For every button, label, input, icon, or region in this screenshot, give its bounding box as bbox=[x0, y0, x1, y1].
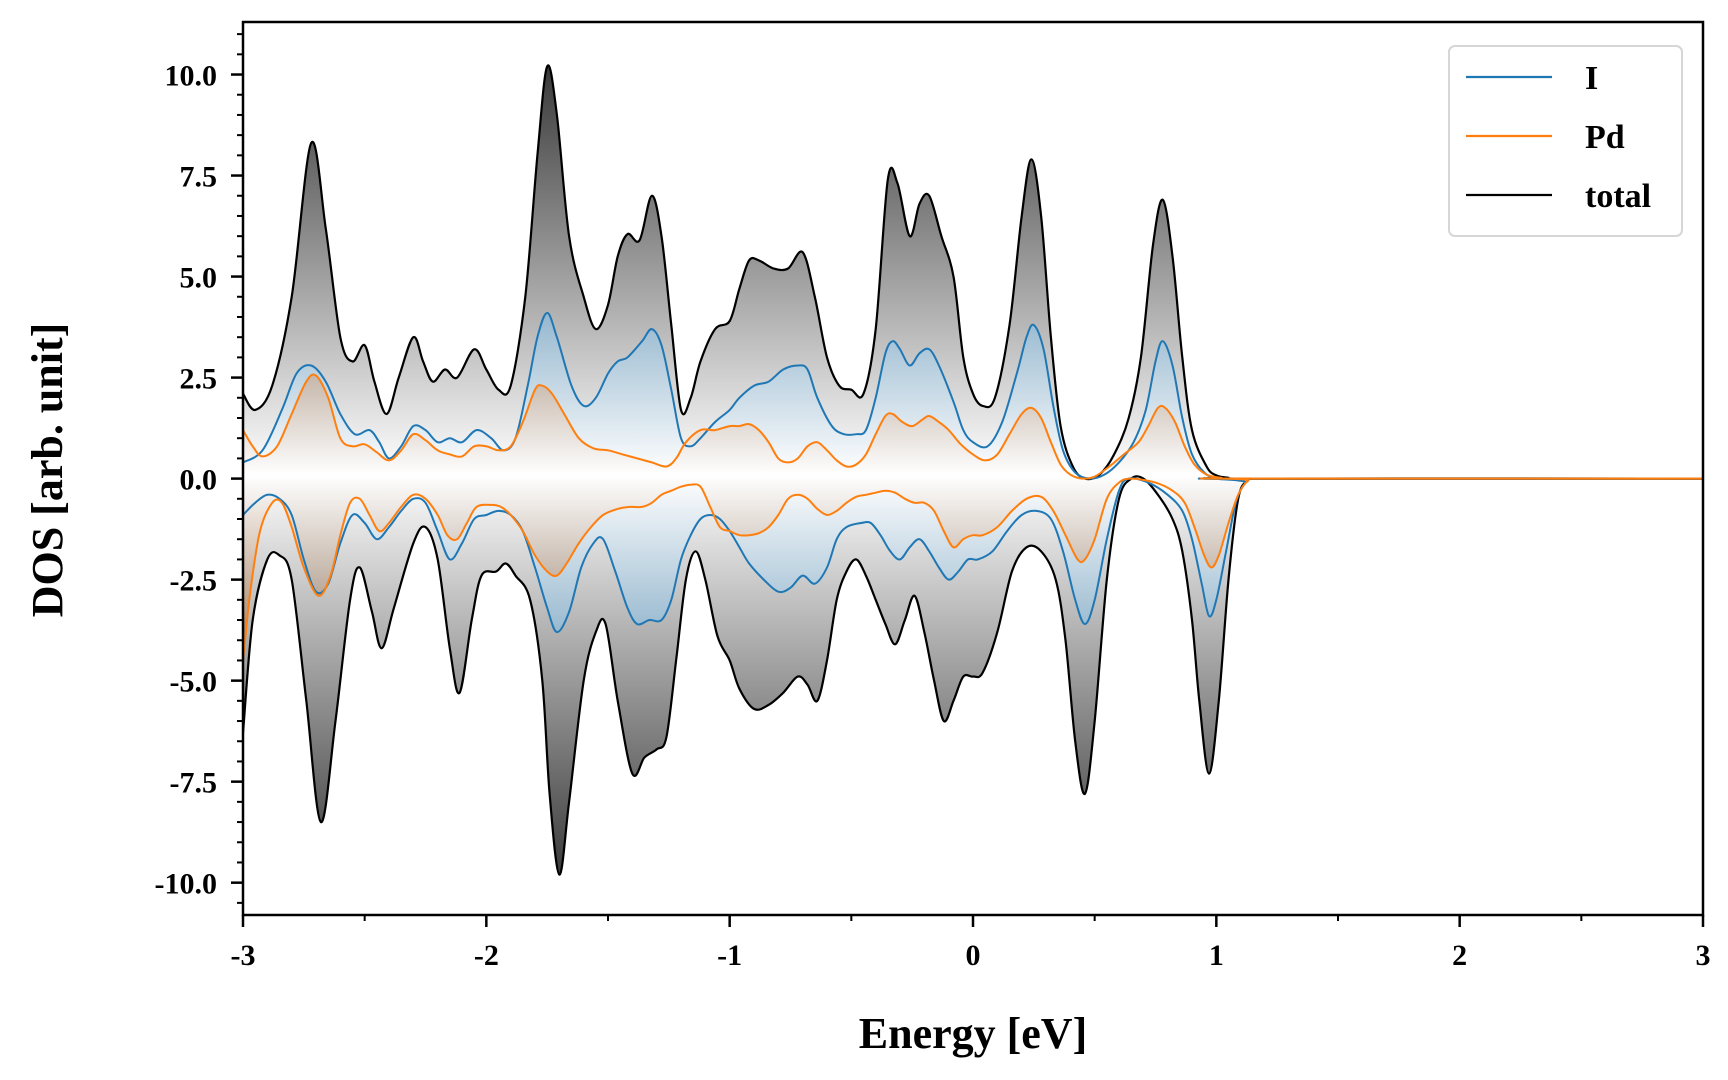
y-tick-label: 7.5 bbox=[180, 161, 218, 194]
x-tick-label: -3 bbox=[231, 939, 256, 972]
x-tick-label: 3 bbox=[1696, 939, 1711, 972]
y-axis-label: DOS [arb. unit] bbox=[23, 323, 72, 618]
fill-total-spin-down bbox=[243, 476, 1703, 875]
legend-box bbox=[1448, 45, 1683, 237]
series-line-I-spin-up bbox=[243, 311, 1703, 480]
x-tick-label: -1 bbox=[717, 939, 742, 972]
x-tick-label: -2 bbox=[474, 939, 499, 972]
legend-item-total: total bbox=[1466, 178, 1651, 215]
y-tick-label: 10.0 bbox=[165, 60, 218, 93]
legend-label-total: total bbox=[1585, 178, 1651, 215]
x-tick-label: 1 bbox=[1209, 939, 1224, 972]
series-line-Pd-spin-up bbox=[243, 373, 1703, 480]
legend-label-I: I bbox=[1585, 60, 1598, 97]
x-tick-label: 2 bbox=[1452, 939, 1467, 972]
series-line-Pd-spin-down bbox=[243, 477, 1703, 661]
fill-Pd-spin-up bbox=[243, 374, 1703, 479]
x-tick-label: 0 bbox=[966, 939, 981, 972]
legend-label-Pd: Pd bbox=[1585, 119, 1625, 156]
series-line-I-spin-down bbox=[243, 477, 1703, 634]
fill-layer bbox=[243, 65, 1703, 875]
series-line-total-spin-down bbox=[243, 475, 1703, 876]
legend: I Pd total bbox=[1448, 45, 1683, 237]
y-tick-label: 5.0 bbox=[180, 262, 218, 295]
fill-Pd-spin-down bbox=[243, 478, 1703, 661]
legend-item-Pd: Pd bbox=[1466, 119, 1625, 156]
y-tick-label: -7.5 bbox=[170, 767, 218, 800]
x-axis-label: Energy [eV] bbox=[859, 1009, 1088, 1058]
y-tick-label: -10.0 bbox=[155, 868, 218, 901]
y-tick-label: 0.0 bbox=[180, 464, 218, 497]
y-tick-label: -2.5 bbox=[170, 565, 218, 598]
line-layer bbox=[243, 64, 1703, 876]
y-tick-label: 2.5 bbox=[180, 363, 218, 396]
fill-I-spin-down bbox=[243, 478, 1703, 633]
y-tick-label: -5.0 bbox=[170, 666, 218, 699]
plot-area bbox=[243, 64, 1703, 876]
fill-I-spin-up bbox=[243, 312, 1703, 479]
y-axis: -10.0 -7.5 -5.0 -2.5 0.0 2.5 5.0 7.5 10.0 bbox=[155, 33, 243, 904]
legend-item-I: I bbox=[1466, 60, 1598, 97]
x-axis: -3 -2 -1 0 1 2 3 bbox=[231, 915, 1711, 972]
